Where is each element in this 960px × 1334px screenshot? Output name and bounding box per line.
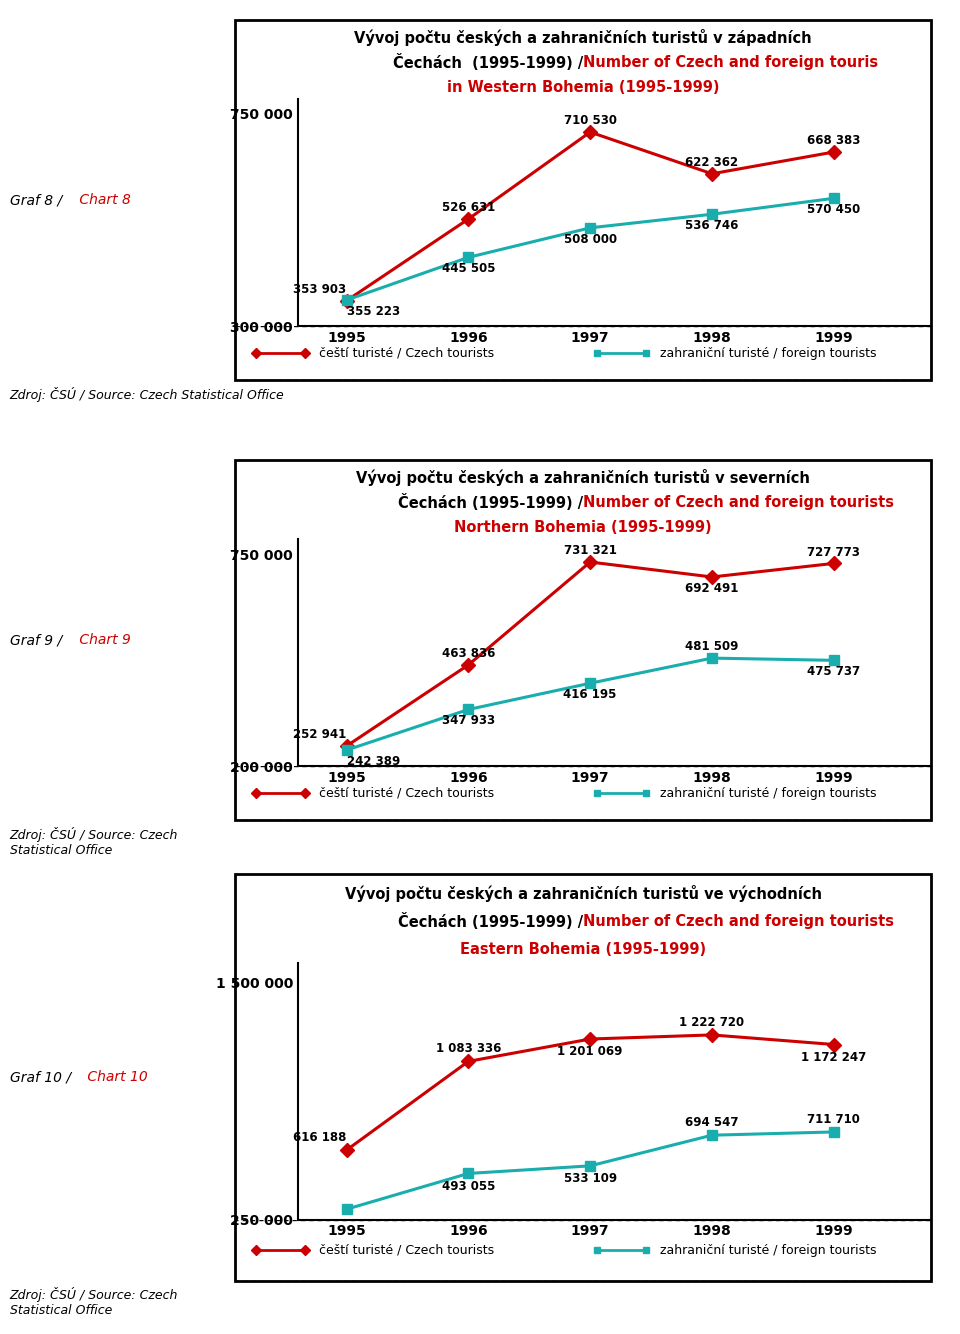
Text: 493 055: 493 055 <box>442 1179 495 1193</box>
Text: 1 222 720: 1 222 720 <box>680 1015 745 1029</box>
Text: Vývoj počtu českých a zahraničních turistů v západních: Vývoj počtu českých a zahraničních turis… <box>354 29 812 45</box>
Text: 570 450: 570 450 <box>807 203 860 216</box>
Text: zahraniční turisté / foreign tourists: zahraniční turisté / foreign tourists <box>660 347 876 360</box>
Text: 416 195: 416 195 <box>564 688 617 702</box>
Text: in Western Bohemia (1995-1999): in Western Bohemia (1995-1999) <box>447 80 719 95</box>
Text: Čechách (1995-1999) /Number of Czech and foreign tourists: Čechách (1995-1999) /Number of Czech and… <box>335 494 831 511</box>
Text: Graf 9 /: Graf 9 / <box>10 634 61 647</box>
Text: 536 746: 536 746 <box>685 219 738 232</box>
Text: 526 631: 526 631 <box>442 201 495 215</box>
Text: Čechách  (1995-1999) /: Čechách (1995-1999) / <box>393 53 584 71</box>
Text: Northern Bohemia (1995-1999): Northern Bohemia (1995-1999) <box>454 520 712 535</box>
Text: 508 000: 508 000 <box>564 232 616 245</box>
Text: 347 933: 347 933 <box>442 714 495 727</box>
Text: Chart 10: Chart 10 <box>84 1070 148 1085</box>
Text: 463 836: 463 836 <box>442 647 495 660</box>
Text: Number of Czech and foreign tourists: Number of Czech and foreign tourists <box>584 914 894 928</box>
Text: čeští turisté / Czech tourists: čeští turisté / Czech tourists <box>319 347 493 360</box>
Text: čeští turisté / Czech tourists: čeští turisté / Czech tourists <box>319 1243 493 1257</box>
Text: Čechách (1995-1999) /Number of Czech and foreign tourists: Čechách (1995-1999) /Number of Czech and… <box>335 912 831 930</box>
Text: Graf 10 /: Graf 10 / <box>10 1070 71 1085</box>
Text: Zdroj: ČSÚ / Source: Czech Statistical Office: Zdroj: ČSÚ / Source: Czech Statistical O… <box>10 387 284 402</box>
Text: 1 172 247: 1 172 247 <box>802 1051 866 1063</box>
Text: zahraniční turisté / foreign tourists: zahraniční turisté / foreign tourists <box>660 1243 876 1257</box>
Text: čeští turisté / Czech tourists: čeští turisté / Czech tourists <box>319 787 493 800</box>
Text: Vývoj počtu českých a zahraničních turistů v severních: Vývoj počtu českých a zahraničních turis… <box>356 470 810 486</box>
Text: Zdroj: ČSÚ / Source: Czech
Statistical Office: Zdroj: ČSÚ / Source: Czech Statistical O… <box>10 1287 178 1317</box>
Text: 355 223: 355 223 <box>347 305 399 317</box>
Text: 1 201 069: 1 201 069 <box>558 1046 623 1058</box>
Text: Eastern Bohemia (1995-1999): Eastern Bohemia (1995-1999) <box>460 942 707 958</box>
Text: 692 491: 692 491 <box>685 582 738 595</box>
Text: Vývoj počtu českých a zahraničních turistů ve východních: Vývoj počtu českých a zahraničních turis… <box>345 884 822 902</box>
Text: Zdroj: ČSÚ / Source: Czech
Statistical Office: Zdroj: ČSÚ / Source: Czech Statistical O… <box>10 827 178 856</box>
Text: 727 773: 727 773 <box>807 546 860 559</box>
Text: 668 383: 668 383 <box>807 135 860 147</box>
Text: 710 530: 710 530 <box>564 115 616 127</box>
Text: 481 509: 481 509 <box>685 640 738 654</box>
Text: Chart 9: Chart 9 <box>75 634 131 647</box>
Text: Number of Czech and foreign touris: Number of Czech and foreign touris <box>584 55 878 69</box>
Text: 445 505: 445 505 <box>442 263 495 275</box>
Text: 711 710: 711 710 <box>807 1113 860 1126</box>
Text: 694 547: 694 547 <box>685 1115 738 1129</box>
Text: 252 941: 252 941 <box>294 728 347 742</box>
Text: 353 903: 353 903 <box>294 283 347 296</box>
Text: Chart 8: Chart 8 <box>75 193 131 207</box>
Text: Number of Czech and foreign tourists: Number of Czech and foreign tourists <box>584 495 894 510</box>
Text: Čechách (1995-1999) /Number of Czech and foreign tourists: Čechách (1995-1999) /Number of Czech and… <box>335 912 831 930</box>
Text: 1 083 336: 1 083 336 <box>436 1042 501 1055</box>
Text: Čechách (1995-1999) /: Čechách (1995-1999) / <box>398 494 584 511</box>
Text: 731 321: 731 321 <box>564 544 616 558</box>
Text: 242 389: 242 389 <box>347 755 399 768</box>
Text: Čechách  (1995-1999) /Number of Czech and foreign touris: Čechách (1995-1999) /Number of Czech and… <box>341 53 826 71</box>
Text: 475 737: 475 737 <box>807 666 860 678</box>
Text: zahraniční turisté / foreign tourists: zahraniční turisté / foreign tourists <box>660 787 876 800</box>
Text: Čechách  (1995-1999) /Number of Czech and foreign touris: Čechách (1995-1999) /Number of Czech and… <box>341 53 826 71</box>
Text: 622 362: 622 362 <box>685 156 738 169</box>
Text: 533 109: 533 109 <box>564 1173 616 1185</box>
Text: Čechách (1995-1999) /: Čechách (1995-1999) / <box>398 912 584 930</box>
Text: Graf 8 /: Graf 8 / <box>10 193 61 207</box>
Text: Čechách (1995-1999) /Number of Czech and foreign tourists: Čechách (1995-1999) /Number of Czech and… <box>335 494 831 511</box>
Text: 616 188: 616 188 <box>293 1131 347 1143</box>
